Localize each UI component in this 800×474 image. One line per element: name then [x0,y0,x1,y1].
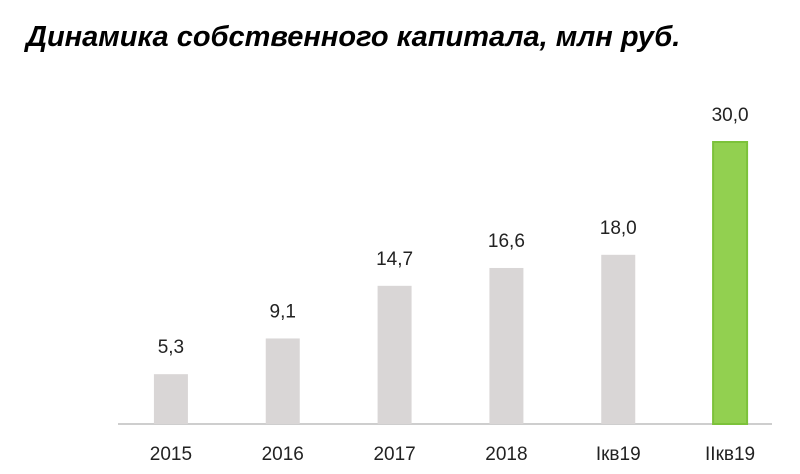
value-label: 14,7 [376,249,413,270]
value-label: 5,3 [158,337,184,358]
value-label: 30,0 [712,105,749,126]
x-tick-label: Iкв19 [596,444,641,465]
bar [712,141,749,425]
chart-title: Динамика собственного капитала, млн руб. [23,21,680,53]
x-tick-label: 2018 [485,444,527,465]
x-tick-label: 2016 [262,444,304,465]
bar [265,338,300,424]
x-tick-label: 2015 [150,444,192,465]
bar [153,374,188,424]
bar [377,285,412,424]
bar [489,267,524,424]
value-label: 9,1 [270,301,296,322]
x-tick-label: IIкв19 [705,444,755,465]
value-label: 16,6 [488,231,525,252]
x-tick-label: 2017 [373,444,415,465]
value-label: 18,0 [600,218,637,239]
bar [601,254,636,424]
